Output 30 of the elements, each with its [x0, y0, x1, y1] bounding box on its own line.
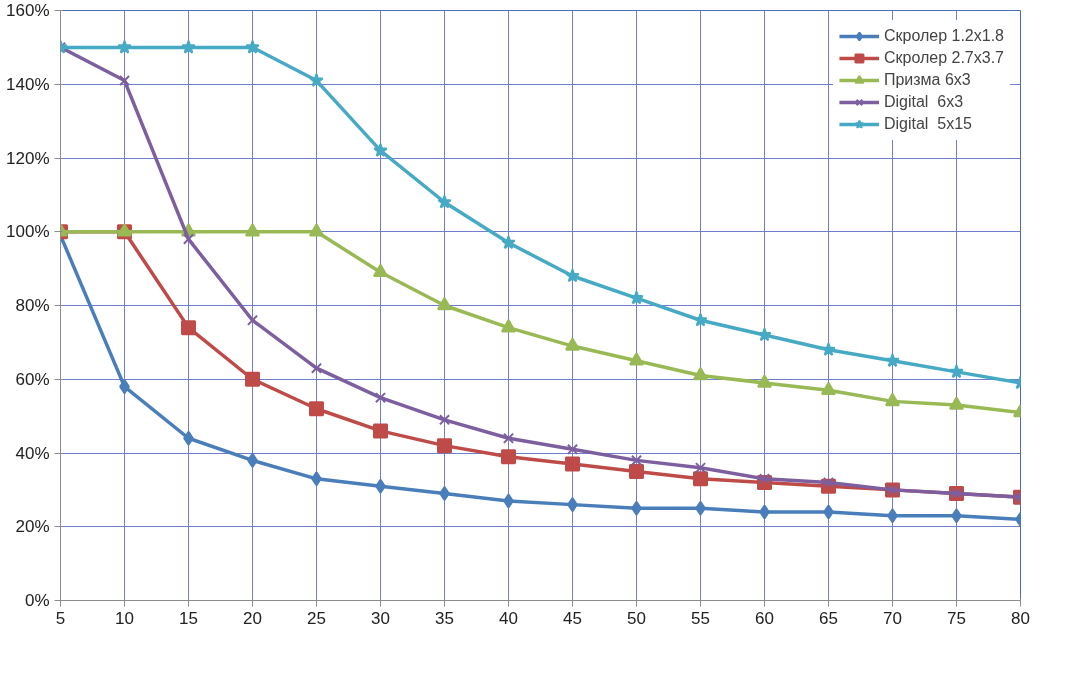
x-tick-label: 25: [307, 608, 326, 628]
y-tick-label: 80%: [15, 296, 50, 315]
y-tick-label: 40%: [15, 443, 50, 463]
x-tick-label: 65: [819, 608, 838, 628]
y-tick-label: 0%: [24, 591, 50, 610]
legend-label: Digital 6x3: [883, 93, 964, 111]
y-tick-label: 160%: [6, 1, 50, 20]
y-tick-label: 100%: [6, 222, 50, 242]
y-tick-label: 20%: [15, 517, 50, 537]
x-tick-label: 50: [627, 608, 646, 628]
y-tick-label: 120%: [6, 148, 50, 168]
x-tick-label: 80: [1011, 608, 1030, 628]
x-tick-label: 45: [563, 608, 582, 628]
x-tick-label: 60: [755, 608, 774, 628]
x-tick-label: 30: [371, 608, 390, 628]
x-tick-label: 35: [435, 608, 454, 628]
x-tick-label: 20: [243, 608, 262, 628]
legend-label: Призма 6x3: [883, 71, 971, 89]
x-tick-label: 15: [179, 608, 198, 628]
x-tick-label: 40: [499, 608, 518, 628]
x-tick-label: 75: [947, 608, 966, 628]
x-tick-label: 70: [883, 608, 902, 628]
y-tick-label: 140%: [6, 74, 50, 94]
x-tick-label: 5: [55, 608, 66, 628]
legend-label: Digital 5x15: [883, 115, 972, 133]
x-tick-label: 55: [691, 608, 710, 628]
x-tick-label: 10: [115, 608, 134, 628]
legend-label: Скролер 1.2x1.8: [883, 27, 1004, 45]
y-tick-label: 60%: [15, 369, 50, 389]
legend-label: Скролер 2.7x3.7: [883, 49, 1004, 67]
